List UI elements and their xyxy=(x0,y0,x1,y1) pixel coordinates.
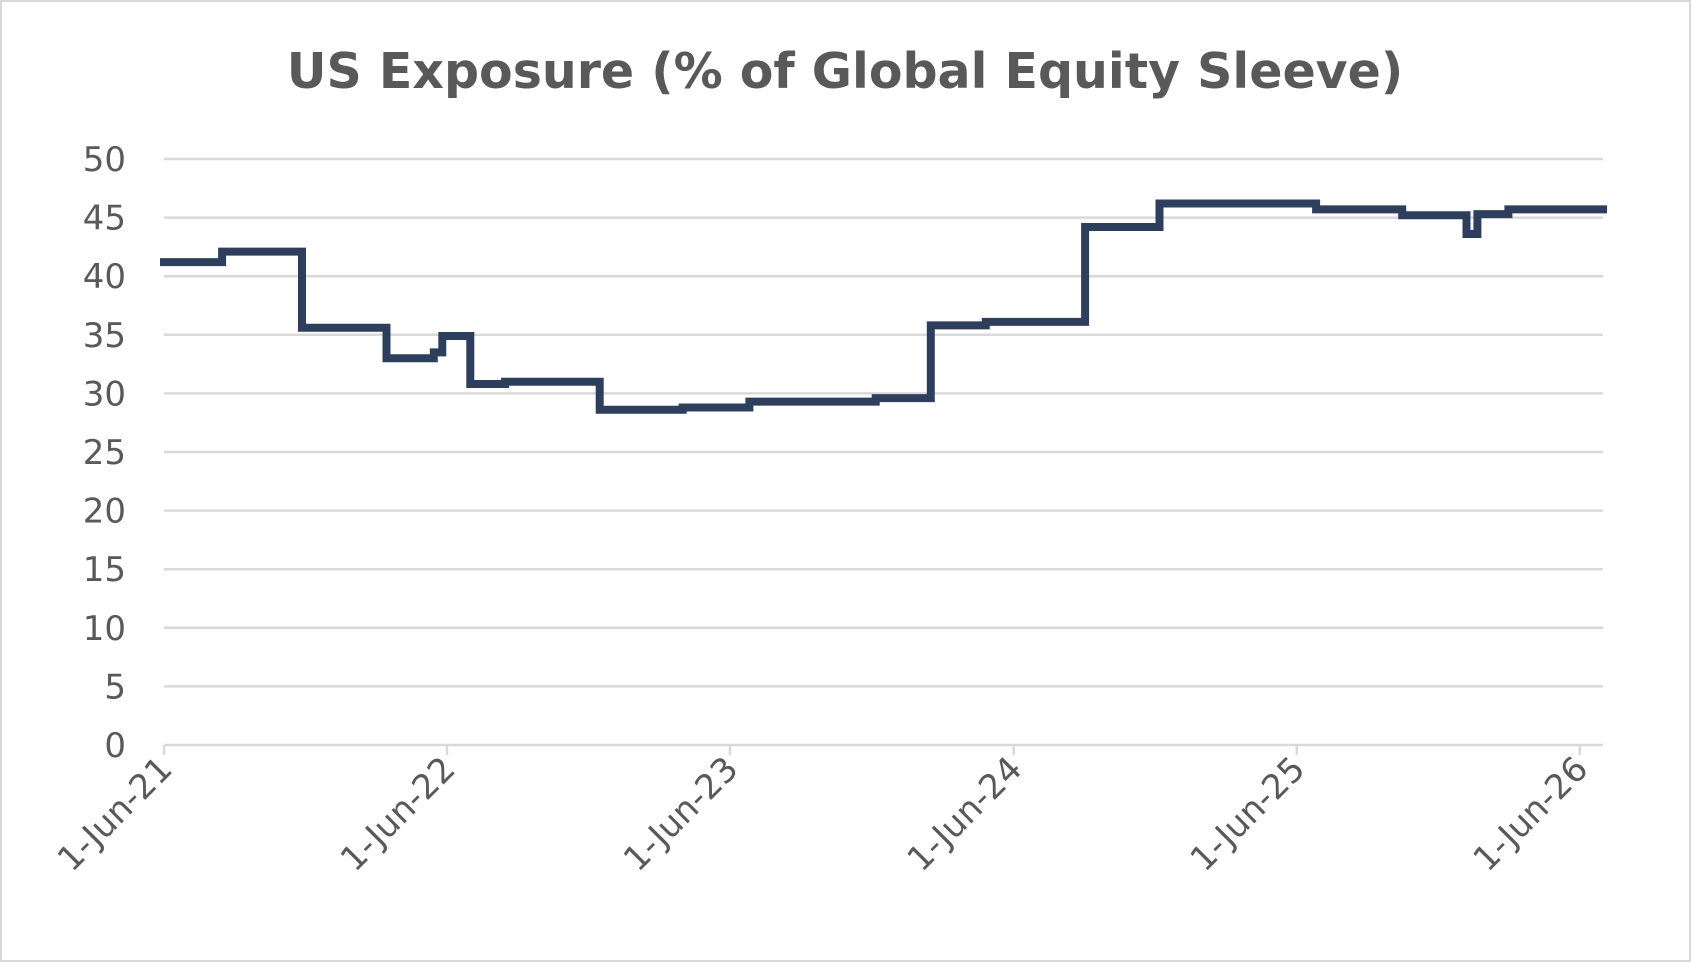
y-tick-label: 30 xyxy=(83,374,126,414)
gridlines xyxy=(164,157,1603,688)
y-tick-label: 50 xyxy=(83,140,126,180)
y-axis-ticks: 0 5 10 15 20 25 30 35 40 45 50 xyxy=(83,140,126,766)
y-tick-label: 40 xyxy=(83,257,126,297)
x-tick-label: 1-Jun-26 xyxy=(1466,749,1596,879)
chart-title: US Exposure (% of Global Equity Sleeve) xyxy=(287,43,1404,100)
series-layer xyxy=(160,199,1607,414)
y-tick-label: 45 xyxy=(83,199,126,239)
x-tick-label: 1-Jun-21 xyxy=(50,749,180,879)
y-tick-label: 35 xyxy=(83,316,126,356)
y-tick-label: 5 xyxy=(104,667,126,707)
x-tick-label: 1-Jun-24 xyxy=(900,749,1030,879)
y-tick-label: 15 xyxy=(83,550,126,590)
y-tick-label: 0 xyxy=(104,726,126,766)
x-axis: 1-Jun-21 1-Jun-22 1-Jun-23 1-Jun-24 1-Jun-25… xyxy=(50,743,1603,880)
y-tick-label: 20 xyxy=(83,492,126,532)
x-tick-label: 1-Jun-25 xyxy=(1183,749,1313,879)
series-line xyxy=(160,199,1607,414)
y-tick-label: 10 xyxy=(83,609,126,649)
x-tick-label: 1-Jun-22 xyxy=(333,749,463,879)
y-tick-label: 25 xyxy=(83,433,126,473)
x-tick-label: 1-Jun-23 xyxy=(616,749,746,879)
